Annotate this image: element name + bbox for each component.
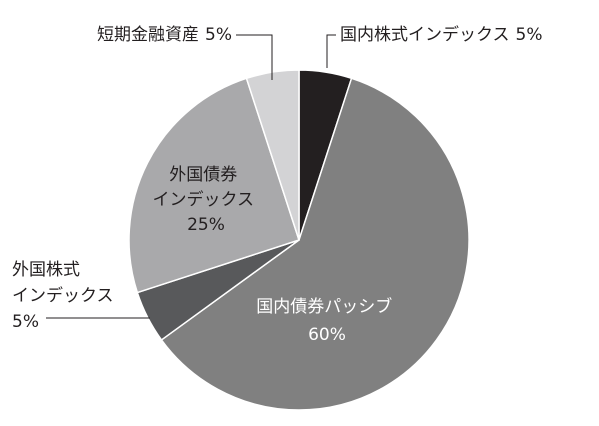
pie-slices [128, 69, 470, 411]
leader-line-domestic-equity [326, 34, 336, 68]
label-domestic-bond: 国内債券パッシブ 60% [256, 296, 397, 345]
leader-line-short-term [236, 34, 273, 80]
label-foreign-bond: 外国債券 インデックス 25% [153, 165, 260, 235]
label-domestic-equity: 国内株式インデックス 5% [340, 24, 542, 45]
label-short-term: 短期金融資産 5% [97, 25, 232, 45]
slice-foreign-bond [128, 77, 300, 294]
slice-domestic-bond [160, 77, 470, 411]
label-foreign-equity: 外国株式 インデックス 5% [12, 260, 119, 332]
